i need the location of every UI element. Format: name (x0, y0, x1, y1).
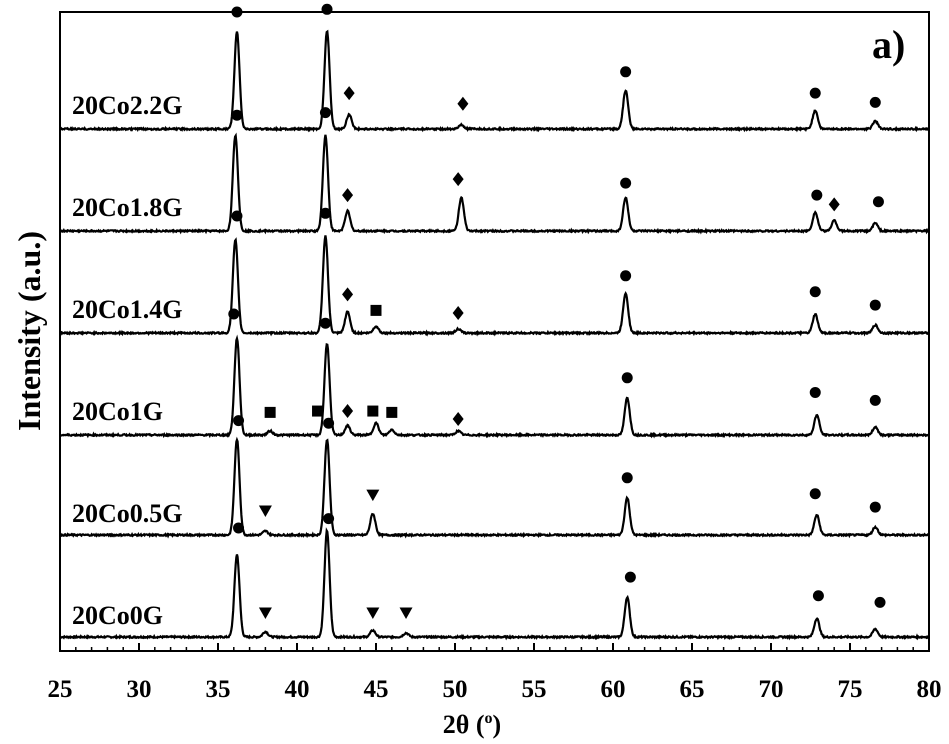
diamond-marker-20Co1.8G-6 (828, 197, 840, 212)
x-tick-label: 65 (680, 676, 705, 703)
trace-20Co1.4G (59, 235, 930, 337)
square-marker-20Co1G-2 (312, 405, 324, 417)
triangle-marker-20Co0.5G-1 (258, 505, 272, 518)
circle-marker-20Co0G-6 (812, 590, 824, 602)
square-marker-20Co1G-5 (367, 405, 379, 417)
circle-marker-20Co1.8G-4 (620, 177, 632, 189)
x-tick-label: 50 (443, 676, 468, 703)
circle-marker-20Co0.5G-5 (809, 488, 821, 500)
sample-label-20Co2.2G: 20Co2.2G (72, 91, 183, 120)
sample-label-20Co0G: 20Co0G (72, 601, 163, 630)
x-tick-label: 35 (206, 676, 231, 703)
square-marker-20Co1.4G-3 (370, 304, 382, 316)
circle-marker-20Co0G-0 (233, 522, 245, 534)
diamond-marker-20Co1.8G-2 (342, 188, 354, 203)
circle-marker-20Co0G-5 (624, 571, 636, 583)
circle-marker-20Co1G-3 (319, 317, 331, 329)
x-tick-label: 80 (917, 676, 942, 703)
circle-marker-20Co2.2G-5 (809, 87, 821, 99)
triangle-marker-20Co0G-3 (366, 607, 380, 620)
diamond-marker-20Co1G-4 (342, 404, 354, 419)
circle-marker-20Co1.4G-1 (319, 207, 331, 219)
circle-marker-20Co1G-0 (228, 308, 240, 320)
circle-marker-20Co0.5G-2 (323, 417, 335, 429)
x-axis-label-close: ) (493, 710, 502, 739)
phase-markers (228, 3, 886, 620)
circle-marker-20Co2.2G-6 (869, 96, 881, 108)
trace-20Co2.2G (59, 29, 930, 133)
circle-marker-20Co2.2G-1 (321, 3, 333, 15)
square-marker-20Co1G-1 (264, 406, 276, 418)
diffraction-traces (58, 29, 930, 641)
sample-label-20Co1.4G: 20Co1.4G (72, 295, 183, 324)
circle-marker-20Co1.8G-0 (231, 109, 243, 121)
y-axis-label: Intensity (a.u.) (11, 231, 47, 431)
diamond-marker-20Co1.4G-2 (342, 287, 354, 302)
square-marker-20Co1G-6 (386, 406, 398, 418)
triangle-marker-20Co0G-4 (399, 607, 413, 620)
diamond-marker-20Co1.8G-3 (452, 172, 464, 187)
x-tick-label: 70 (759, 676, 784, 703)
circle-marker-20Co1.8G-7 (872, 196, 884, 208)
triangle-marker-20Co0.5G-3 (366, 489, 380, 502)
circle-marker-20Co0.5G-0 (233, 415, 245, 427)
diamond-marker-20Co1.4G-4 (452, 306, 464, 321)
x-tick-label: 45 (364, 676, 389, 703)
x-tick-label: 60 (601, 676, 626, 703)
x-tick-label: 25 (48, 676, 73, 703)
circle-marker-20Co0G-2 (323, 513, 335, 525)
x-tick-label: 40 (285, 676, 310, 703)
trace-20Co1G (59, 334, 930, 439)
circle-marker-20Co1G-8 (621, 372, 633, 384)
x-tick-label: 75 (838, 676, 863, 703)
x-tick-label: 30 (127, 676, 152, 703)
triangle-marker-20Co0G-1 (258, 607, 272, 620)
circle-marker-20Co1.8G-1 (319, 107, 331, 119)
circle-marker-20Co1G-9 (809, 386, 821, 398)
sample-labels: 20Co0G 20Co0.5G 20Co1G 20Co1.4G 20Co1.8G 20Co… (72, 91, 183, 630)
circle-marker-20Co2.2G-4 (620, 66, 632, 78)
circle-marker-20Co1.8G-5 (811, 189, 823, 201)
trace-20Co0.5G (58, 436, 930, 539)
diamond-marker-20Co1G-7 (452, 412, 464, 427)
circle-marker-20Co1.4G-5 (620, 270, 632, 282)
circle-marker-20Co0.5G-4 (621, 472, 633, 484)
x-axis-label: 2θ (o) (443, 710, 501, 739)
circle-marker-20Co0G-7 (874, 596, 886, 608)
sample-label-20Co0.5G: 20Co0.5G (72, 499, 183, 528)
circle-marker-20Co1.4G-7 (869, 299, 881, 311)
diamond-marker-20Co2.2G-2 (343, 86, 355, 101)
trace-20Co1.8G (59, 132, 930, 235)
trace-20Co0G (59, 527, 930, 641)
x-axis-ticks: 25 30 35 40 45 50 55 60 65 70 75 80 (48, 643, 942, 703)
x-tick-label: 55 (522, 676, 547, 703)
x-axis-label-unit: o (485, 710, 493, 727)
panel-label: a) (872, 22, 905, 67)
sample-label-20Co1.8G: 20Co1.8G (72, 193, 183, 222)
circle-marker-20Co0.5G-6 (869, 501, 881, 513)
circle-marker-20Co1.4G-0 (231, 210, 243, 222)
plot-frame (59, 11, 930, 652)
circle-marker-20Co1G-10 (869, 394, 881, 406)
sample-label-20Co1G: 20Co1G (72, 397, 163, 426)
diamond-marker-20Co2.2G-3 (457, 96, 469, 111)
circle-marker-20Co1.4G-6 (809, 286, 821, 298)
